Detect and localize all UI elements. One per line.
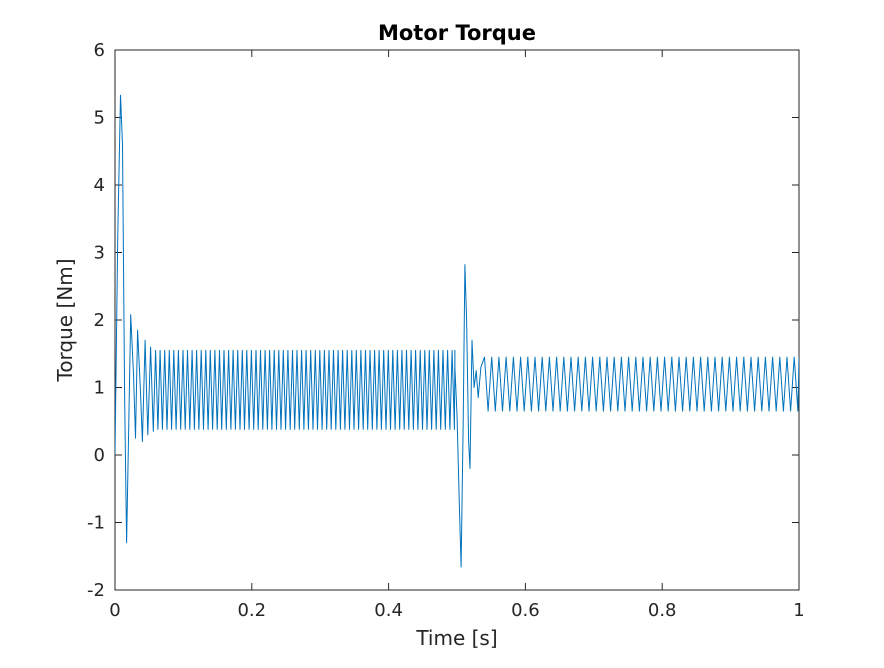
y-tick-label: 6 [94,40,105,61]
y-tick-labels: -2 -1 0 1 2 3 4 5 6 [87,40,105,601]
y-tick-label: 2 [94,310,105,331]
x-tick-label: 0.8 [648,600,677,621]
chart-title: Motor Torque [378,21,536,45]
x-tick-label: 0.4 [374,600,403,621]
x-axis-label: Time [s] [415,626,497,650]
y-tick-label: 1 [94,378,105,399]
y-tick-label: -2 [87,580,105,601]
x-tick-label: 0.2 [237,600,266,621]
x-tick-labels: 0 0.2 0.4 0.6 0.8 1 [109,600,804,621]
y-tick-label: 0 [94,445,105,466]
x-tick-label: 0 [109,600,120,621]
y-tick-label: 4 [94,175,105,196]
x-tick-label: 0.6 [511,600,540,621]
plot-area [114,49,800,591]
torque-series-line [115,94,799,568]
y-tick-label: -1 [87,513,105,534]
y-axis-label: Torque [Nm] [53,258,77,382]
x-tick-label: 1 [793,600,804,621]
y-tick-label: 3 [94,243,105,264]
y-tick-label: 5 [94,108,105,129]
